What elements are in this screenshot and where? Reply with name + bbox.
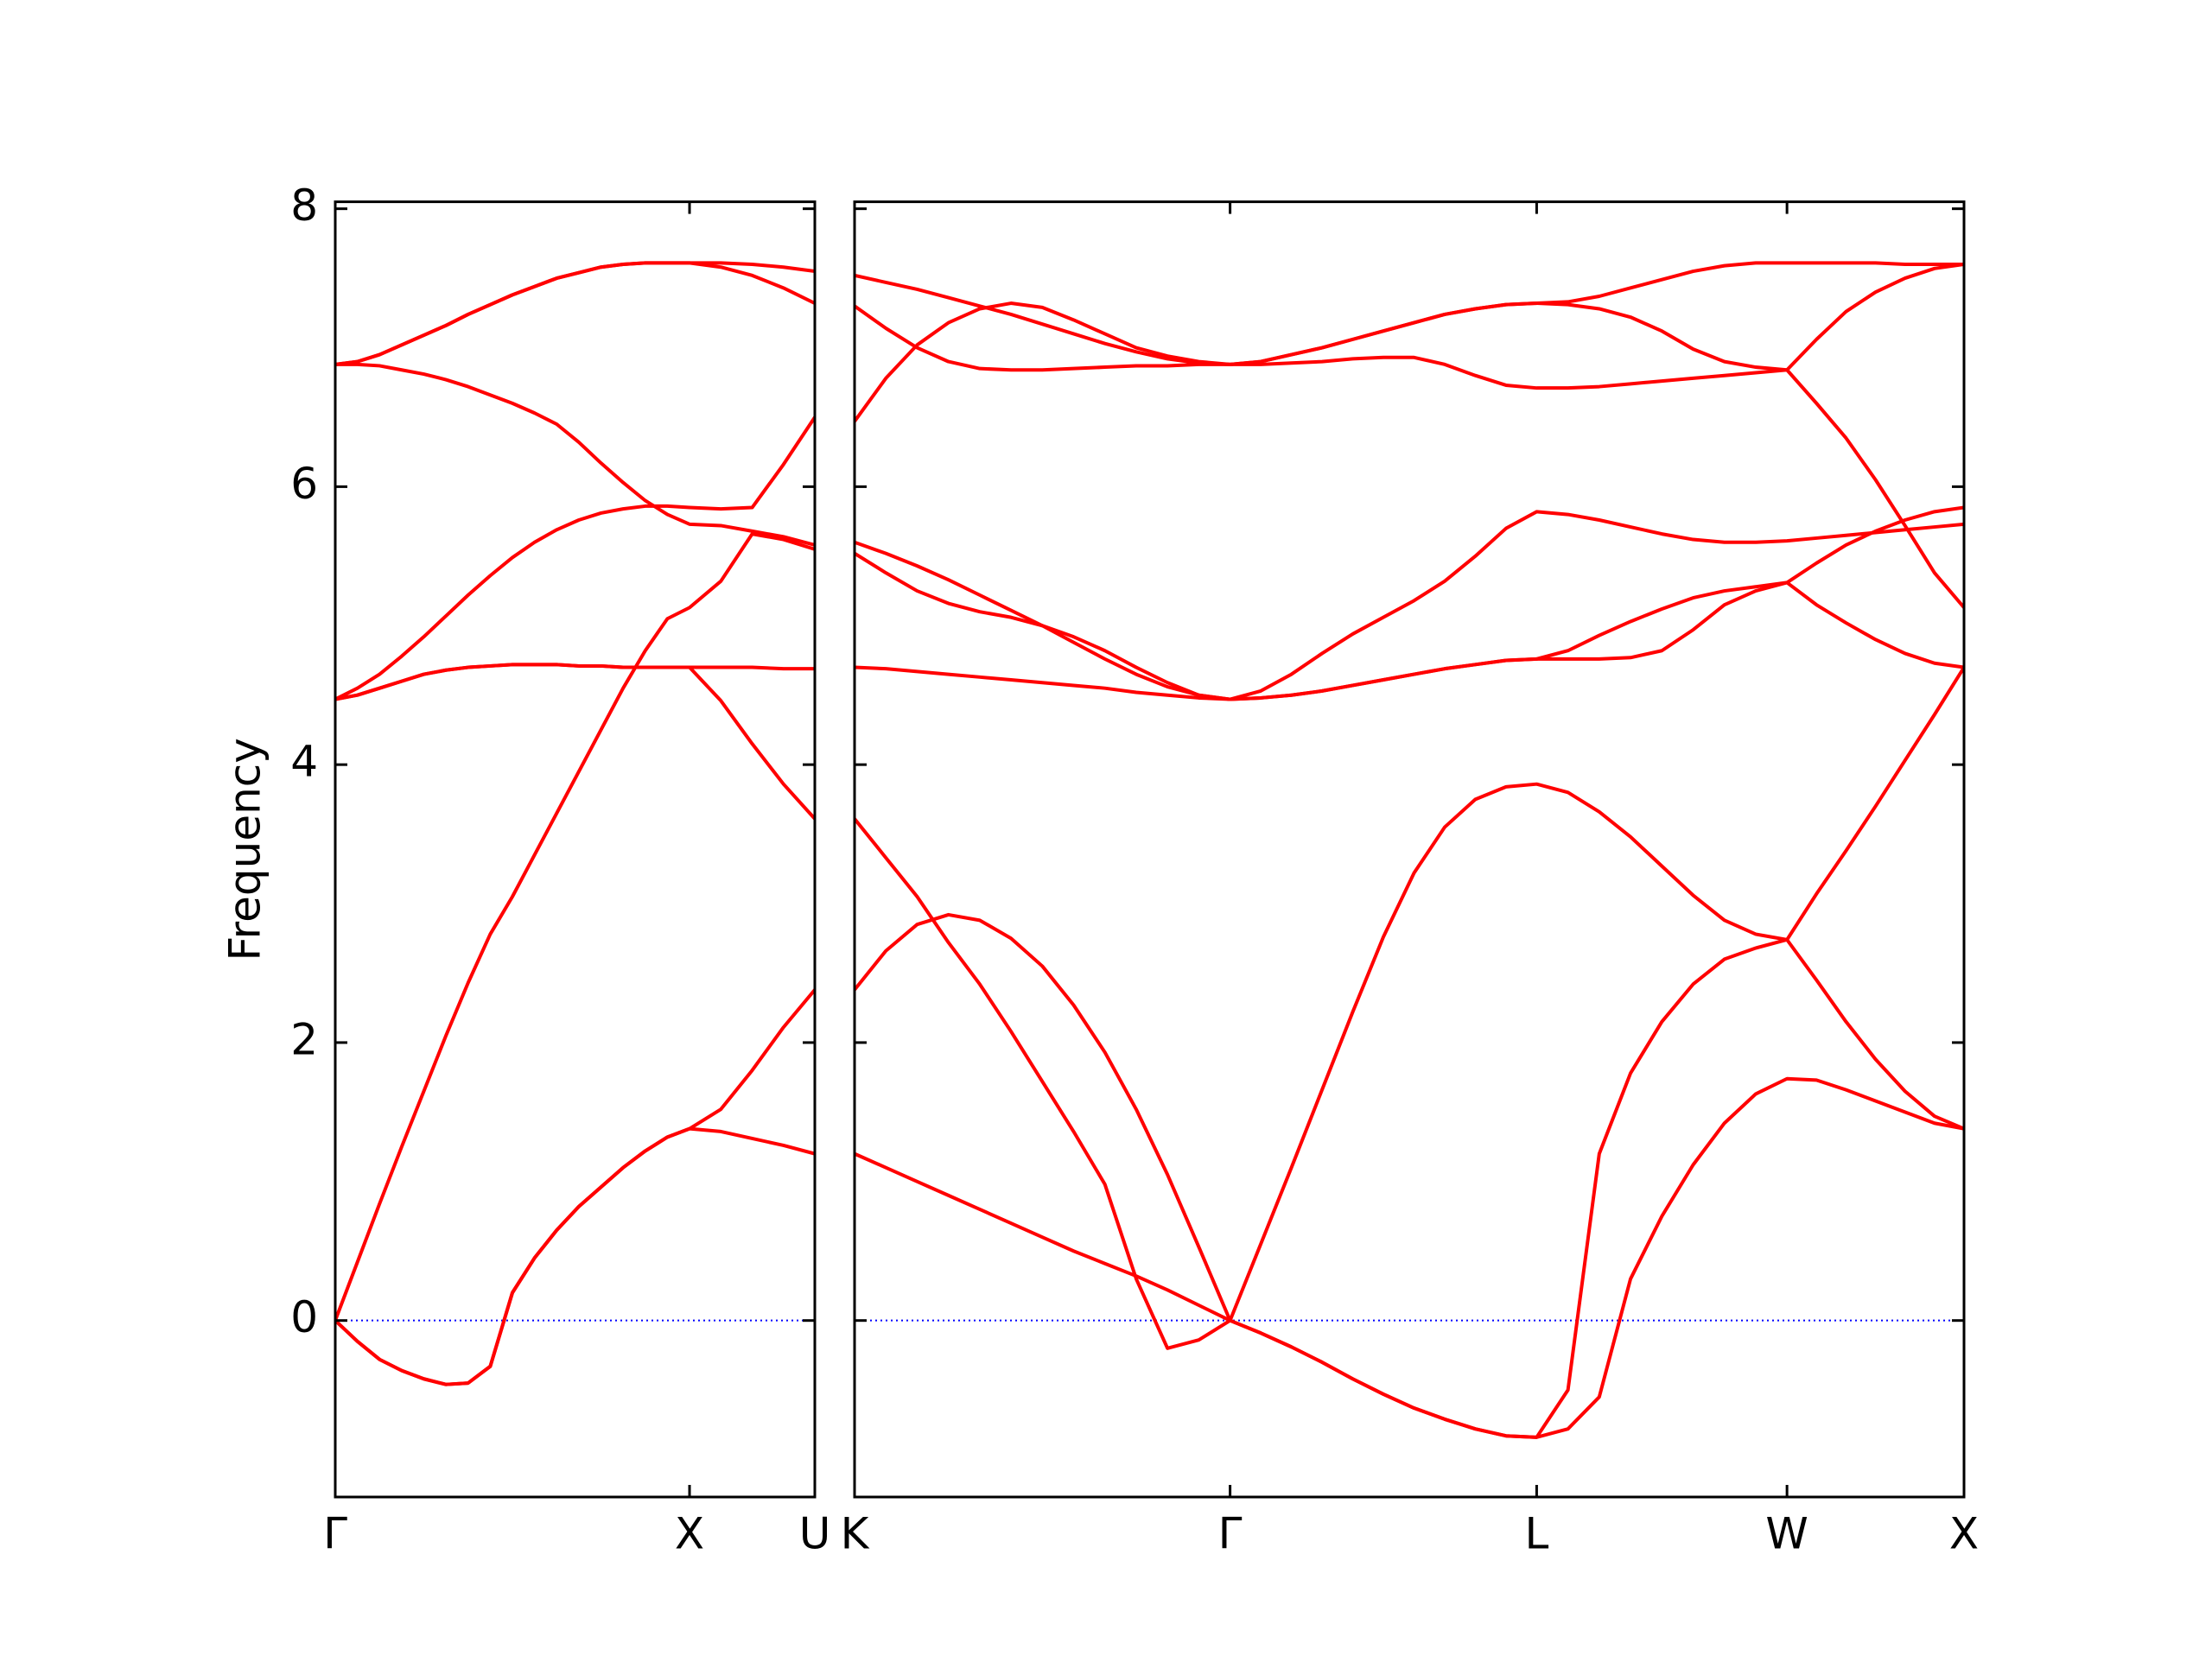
plot-area bbox=[855, 261, 1964, 1439]
band-line bbox=[855, 816, 1964, 1439]
x-tick-label: Γ bbox=[323, 1509, 347, 1559]
band-line bbox=[855, 1076, 1964, 1439]
y-tick-label: 6 bbox=[290, 459, 318, 509]
band-line bbox=[335, 261, 815, 366]
band-line bbox=[855, 263, 1964, 423]
y-tick-label: 4 bbox=[290, 737, 318, 787]
x-tick-label: L bbox=[1524, 1509, 1548, 1559]
band-line bbox=[335, 415, 815, 701]
band-line bbox=[335, 987, 815, 1386]
band-line bbox=[855, 510, 1964, 701]
x-tick-label: X bbox=[1949, 1509, 1979, 1559]
band-line bbox=[855, 665, 1964, 1323]
band-line bbox=[335, 1126, 815, 1386]
x-tick-label: W bbox=[1765, 1509, 1808, 1559]
x-tick-label: X bbox=[675, 1509, 704, 1559]
band-line bbox=[855, 304, 1964, 610]
y-tick-label: 2 bbox=[290, 1014, 318, 1064]
axes-frame bbox=[853, 200, 1966, 1499]
x-tick-label: U bbox=[799, 1509, 831, 1559]
band-line bbox=[855, 261, 1964, 366]
x-tick-label: K bbox=[841, 1509, 870, 1559]
band-line bbox=[335, 362, 815, 547]
band-line bbox=[855, 580, 1964, 701]
band-line bbox=[335, 532, 815, 1323]
axes-frame bbox=[334, 200, 817, 1499]
band-line bbox=[335, 261, 815, 366]
band-line bbox=[335, 663, 815, 701]
plot-area bbox=[335, 261, 815, 1386]
y-tick-label: 8 bbox=[290, 181, 318, 231]
y-axis-label: Frequency bbox=[220, 738, 270, 961]
x-tick-label: Γ bbox=[1218, 1509, 1243, 1559]
y-tick-label: 0 bbox=[290, 1292, 318, 1342]
band-line bbox=[335, 663, 815, 821]
